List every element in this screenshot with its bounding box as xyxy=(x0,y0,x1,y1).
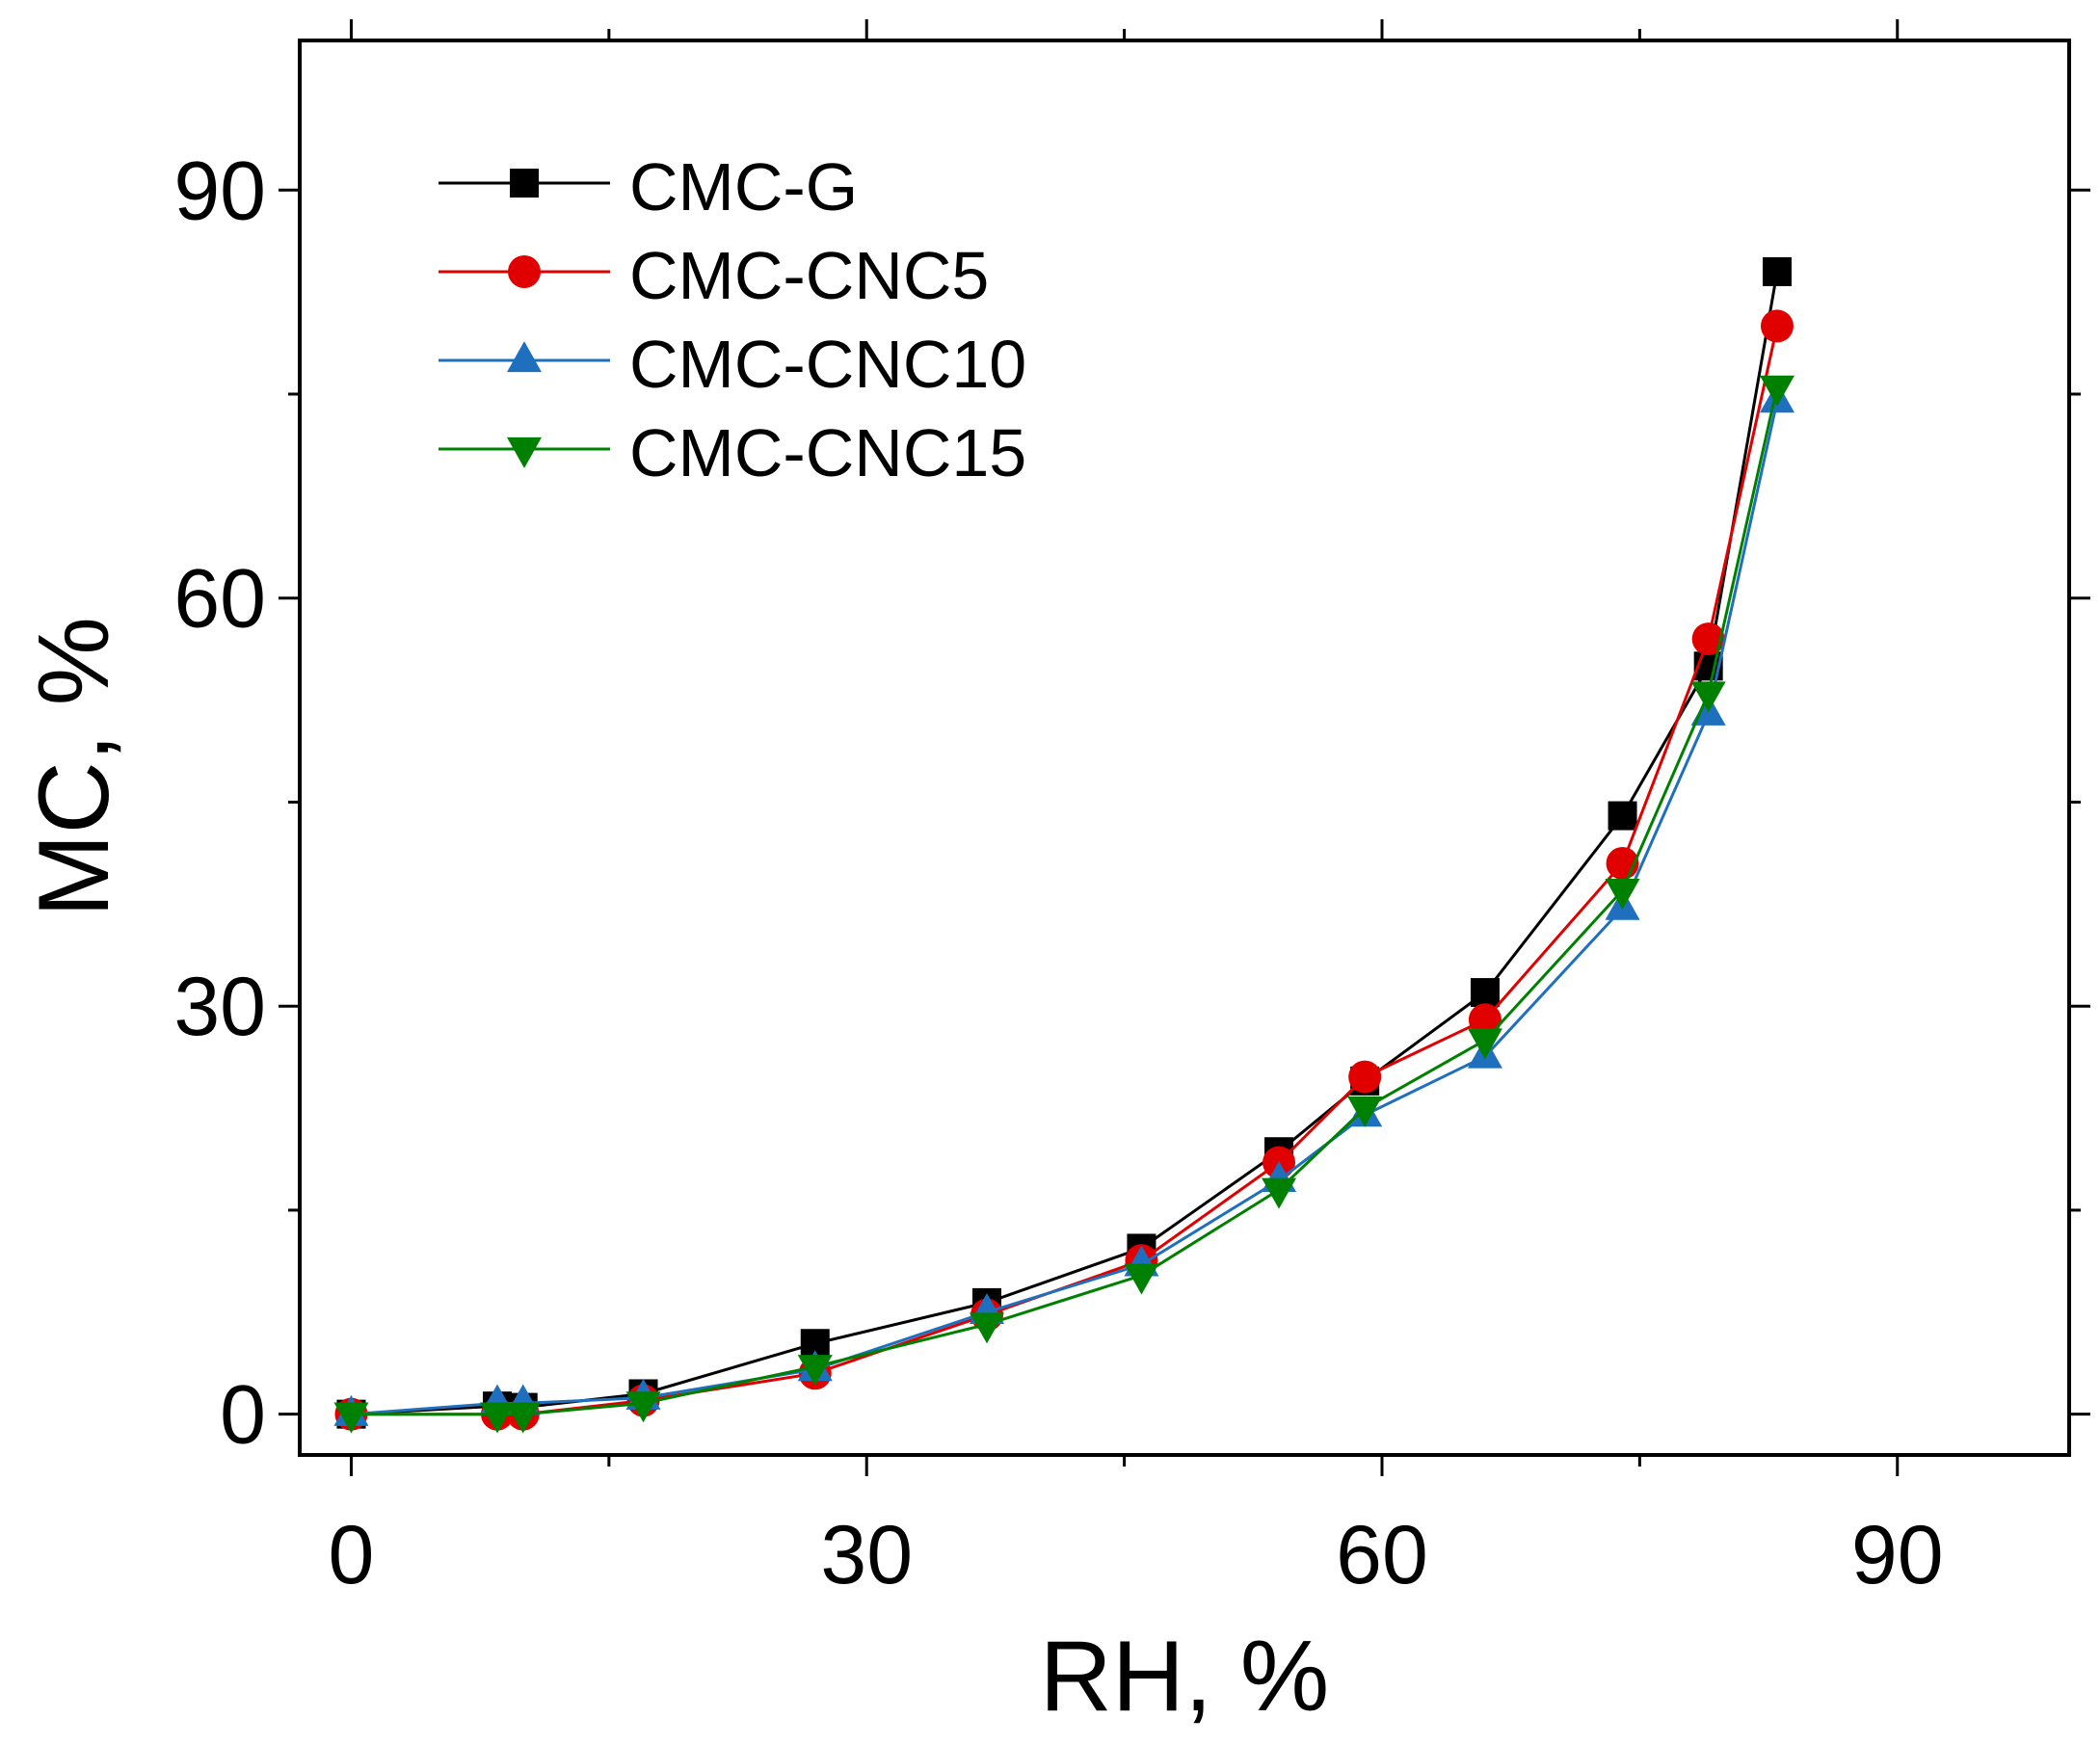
legend-marker xyxy=(507,341,542,373)
data-point-cmc-cnc15 xyxy=(1605,879,1640,911)
legend-label: CMC-CNC15 xyxy=(629,415,1026,490)
x-tick-label: 90 xyxy=(1851,1509,1944,1601)
data-point-cmc-cnc5 xyxy=(1348,1060,1382,1094)
legend-label: CMC-CNC10 xyxy=(629,327,1026,402)
x-tick-label: 0 xyxy=(329,1509,375,1601)
legend-swatch xyxy=(439,436,610,468)
data-point-cmc-cnc15 xyxy=(1759,375,1794,407)
legend-swatch xyxy=(439,341,610,373)
data-point-cmc-g xyxy=(1470,978,1500,1008)
x-tick-label: 30 xyxy=(820,1509,913,1601)
x-tick-label: 60 xyxy=(1336,1509,1428,1601)
y-axis-title: MC, % xyxy=(18,617,130,917)
data-point-cmc-cnc15 xyxy=(1690,681,1726,713)
plot-frame xyxy=(298,39,2071,1457)
data-point-cmc-g xyxy=(1608,801,1637,831)
data-point-cmc-cnc15 xyxy=(970,1312,1005,1344)
series-cmc-cnc15 xyxy=(333,375,1794,1434)
legend-marker xyxy=(510,169,539,198)
y-tick-labels: 0 30 60 90 xyxy=(173,145,266,1461)
legend-label: CMC-CNC5 xyxy=(629,238,989,313)
legend-swatch xyxy=(439,255,610,288)
legend-marker xyxy=(508,255,541,288)
data-point-cmc-cnc15 xyxy=(1467,1028,1502,1060)
legend-entry-cmc-g: CMC-G xyxy=(439,149,858,225)
x-axis-title: RH, % xyxy=(1040,1621,1329,1732)
y-tick-label: 60 xyxy=(173,553,266,646)
data-point-cmc-cnc15 xyxy=(505,1402,541,1434)
data-point-cmc-g xyxy=(1762,256,1792,286)
legend-entry-cmc-cnc15: CMC-CNC15 xyxy=(439,415,1026,490)
legend: CMC-G CMC-CNC5 CMC-CNC10 CMC-CNC15 xyxy=(439,149,1026,490)
data-point-cmc-cnc15 xyxy=(333,1402,369,1434)
data-point-cmc-cnc15 xyxy=(1347,1096,1383,1127)
legend-marker xyxy=(507,436,542,468)
ticks-layer xyxy=(279,19,2090,1476)
data-point-cmc-cnc5 xyxy=(1760,309,1794,343)
legend-entry-cmc-cnc10: CMC-CNC10 xyxy=(439,327,1026,402)
data-point-cmc-cnc5 xyxy=(1468,1003,1502,1037)
series-layer xyxy=(333,256,1794,1434)
data-point-cmc-cnc5 xyxy=(1691,622,1725,656)
data-point-cmc-cnc15 xyxy=(1262,1177,1297,1209)
legend-swatch xyxy=(439,169,610,198)
legend-label: CMC-G xyxy=(629,149,858,225)
x-tick-labels: 0 30 60 90 xyxy=(329,1509,1944,1601)
data-point-cmc-cnc15 xyxy=(797,1355,833,1387)
y-tick-label: 0 xyxy=(220,1369,266,1462)
y-tick-label: 90 xyxy=(173,145,266,237)
data-point-cmc-cnc15 xyxy=(1124,1263,1159,1295)
data-point-cmc-cnc15 xyxy=(479,1402,515,1434)
y-tick-label: 30 xyxy=(173,961,266,1053)
legend-entry-cmc-cnc5: CMC-CNC5 xyxy=(439,238,989,313)
data-point-cmc-cnc15 xyxy=(625,1391,661,1423)
